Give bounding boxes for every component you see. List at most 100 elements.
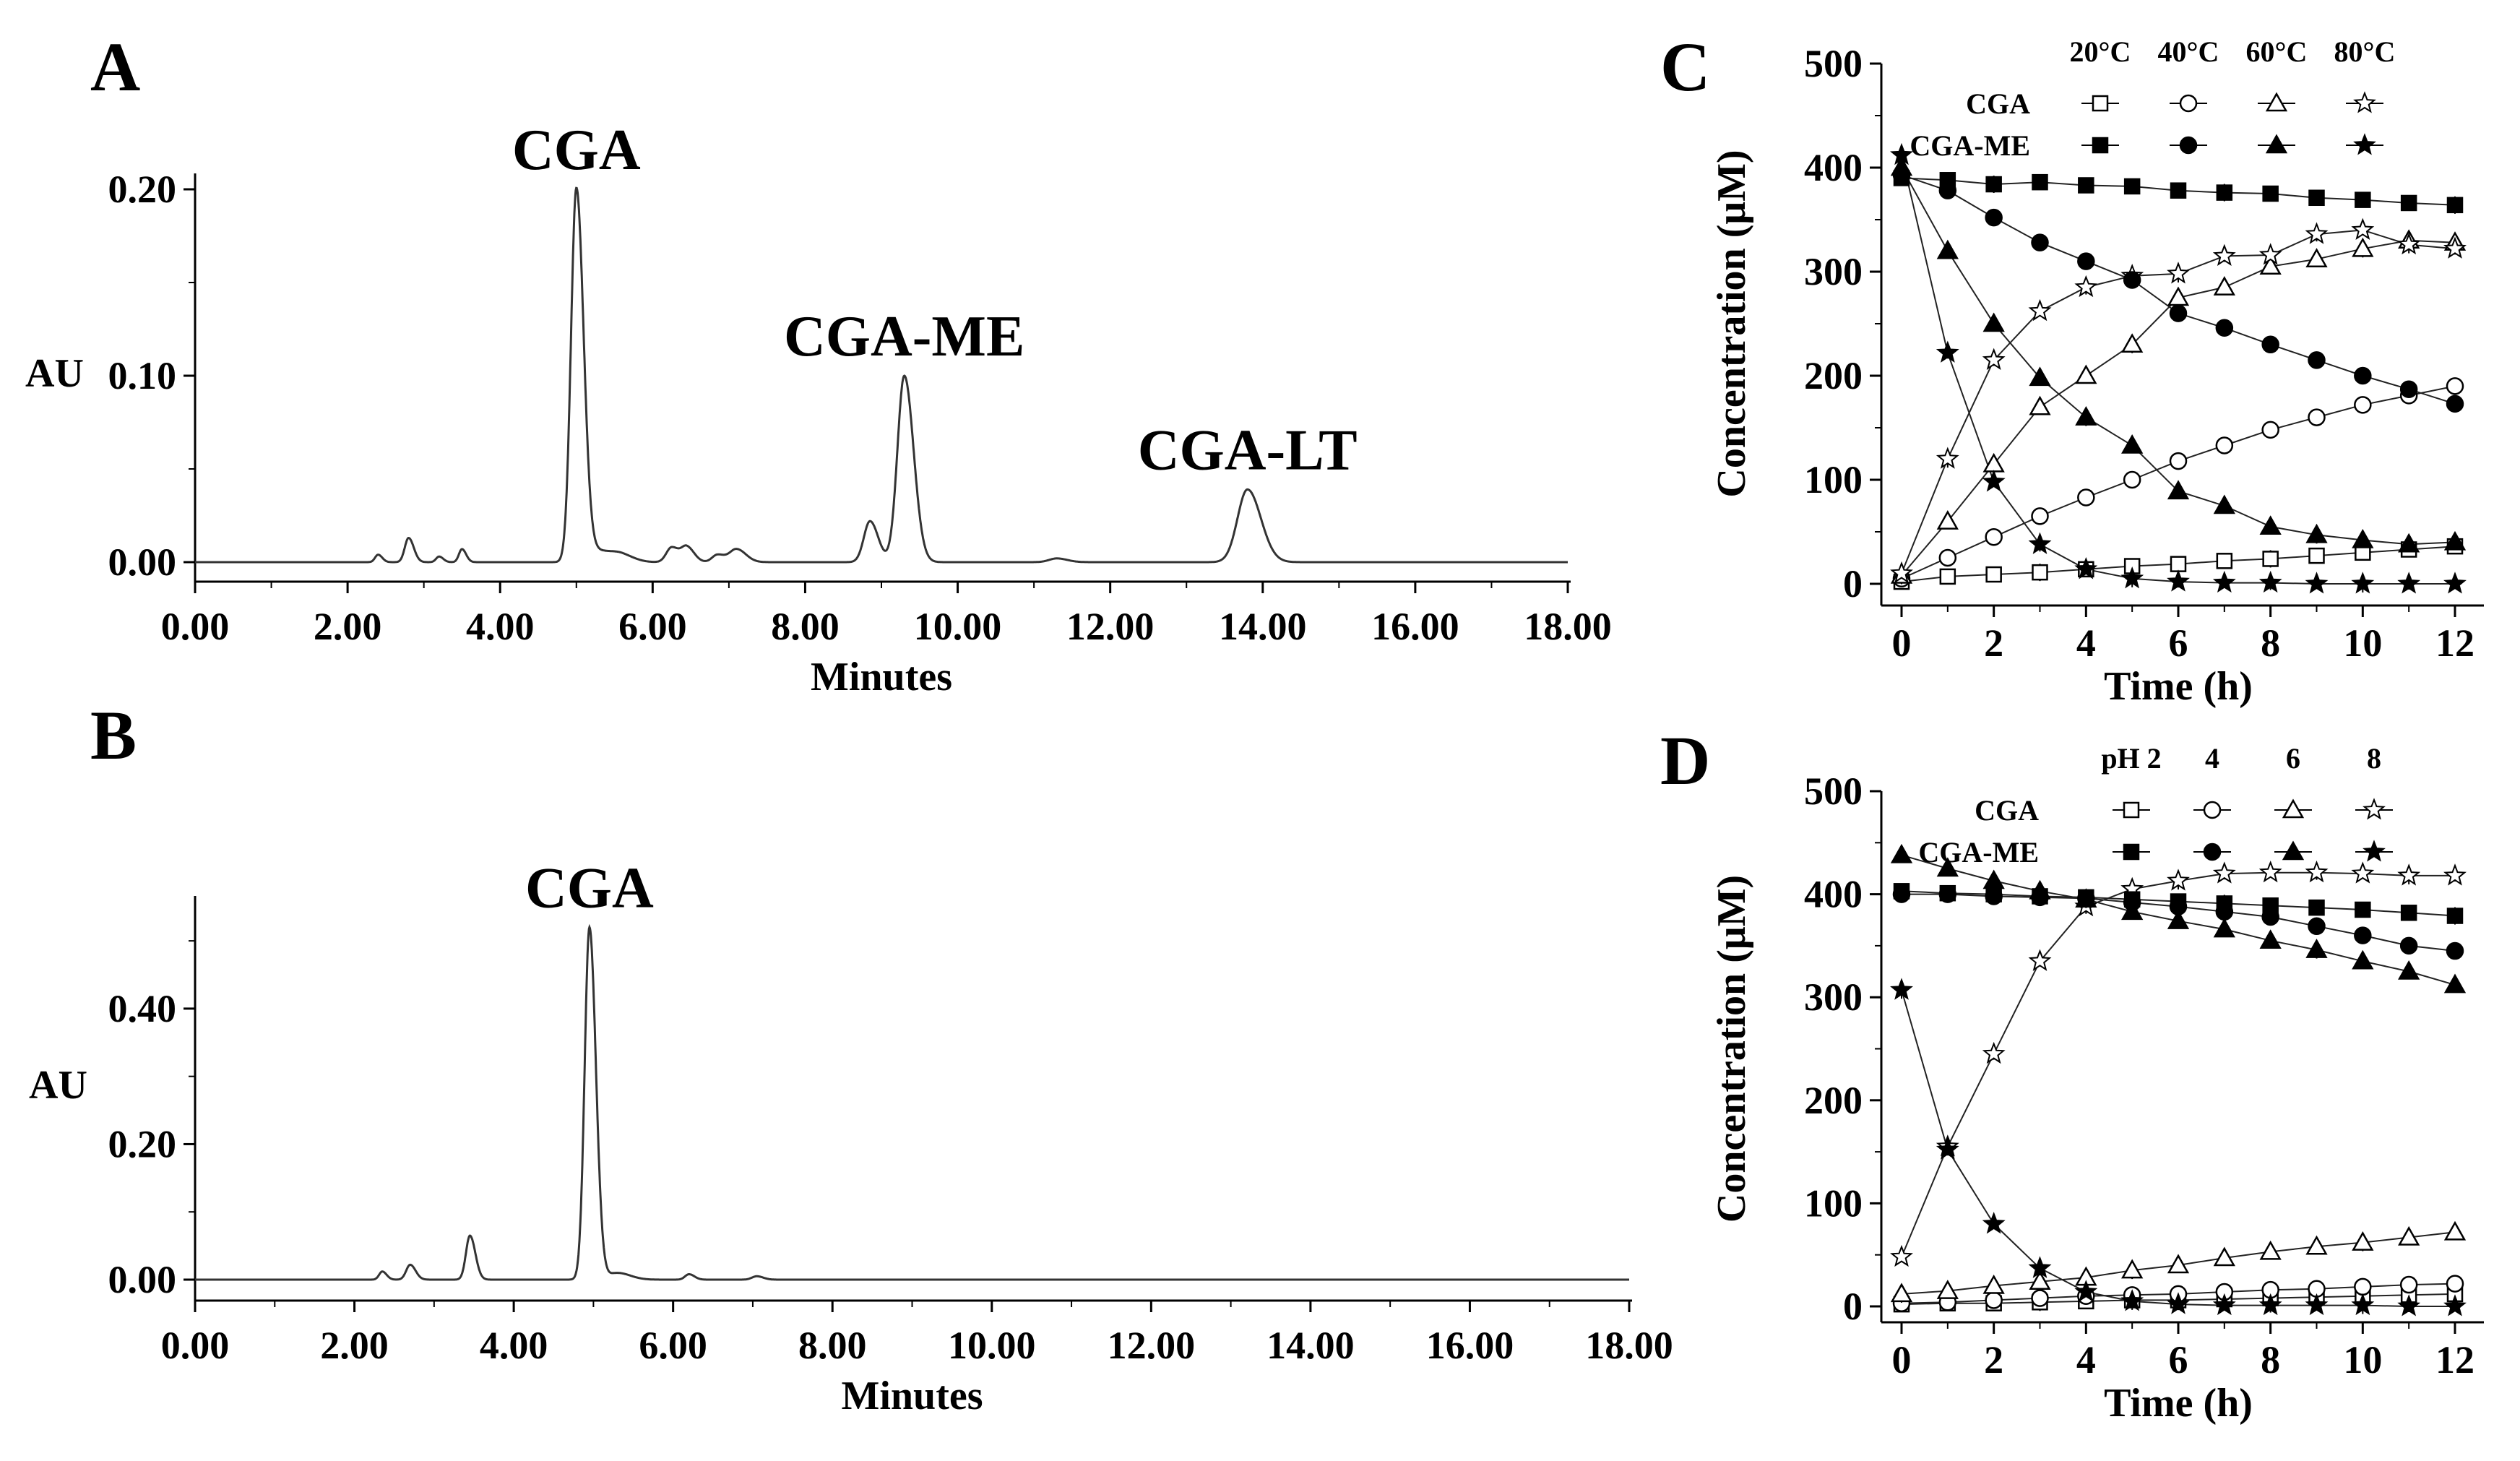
data-point [2443, 973, 2467, 994]
data-point [1982, 869, 2005, 889]
data-point [2305, 248, 2328, 267]
legend-header: 80°C [2334, 35, 2396, 68]
y-tick-label: 200 [1804, 354, 1863, 397]
data-point [2354, 396, 2372, 414]
data-point [2446, 395, 2464, 413]
x-tick-label: 6 [2169, 621, 2188, 665]
legend-marker [2282, 798, 2305, 819]
data-point [2075, 406, 2097, 426]
data-point [2074, 1280, 2098, 1302]
data-point [2028, 298, 2052, 322]
data-point [1892, 885, 1911, 903]
data-point [2121, 434, 2144, 454]
x-tick-label: 8.00 [771, 605, 840, 648]
peak-label: CGA-LT [1138, 418, 1358, 482]
data-point [2308, 899, 2325, 916]
data-point [2215, 902, 2234, 921]
x-tick-label: 4.00 [466, 605, 535, 648]
x-tick-label: 18.00 [1524, 605, 1612, 648]
data-point [2213, 276, 2235, 296]
data-point [2446, 197, 2464, 214]
y-axis-title: Concentration (μM) [1709, 875, 1754, 1223]
data-point [2167, 910, 2190, 929]
x-tick-label: 10 [2343, 1338, 2382, 1382]
data-point [2305, 222, 2329, 244]
legend-header: 8 [2367, 742, 2381, 775]
data-point [2123, 178, 2141, 195]
data-point [2305, 1293, 2329, 1316]
x-axis-title: Time (h) [2104, 664, 2253, 709]
data-point [2259, 929, 2282, 949]
data-point [2397, 572, 2421, 594]
y-tick-label: 0.10 [108, 354, 177, 397]
x-tick-label: 10 [2343, 621, 2382, 665]
x-tick-label: 12 [2435, 1338, 2474, 1382]
data-point [2212, 1293, 2236, 1316]
data-point [2213, 918, 2235, 938]
y-tick-label: 0 [1843, 562, 1863, 605]
legend-header: 20°C [2070, 35, 2131, 68]
panel-letter-a: A [90, 28, 140, 105]
data-point [2121, 900, 2144, 921]
legend-marker [2123, 843, 2140, 861]
data-point [1936, 857, 1959, 877]
legend-marker [2265, 134, 2288, 154]
data-point [1985, 176, 2002, 193]
y-tick-label: 100 [1804, 1181, 1863, 1225]
data-point [2258, 570, 2282, 593]
chromatogram-trace [195, 923, 1629, 1281]
x-tick-label: 6.00 [639, 1324, 707, 1367]
y-tick-label: 0.40 [108, 987, 177, 1030]
data-point [2167, 262, 2190, 284]
data-point [1890, 978, 1913, 1000]
data-point [2446, 941, 2464, 960]
data-point [2352, 949, 2374, 970]
data-point [1939, 568, 1956, 585]
x-tick-label: 6 [2169, 1338, 2188, 1382]
legend-marker [2353, 91, 2376, 113]
data-point [2398, 1225, 2420, 1246]
chromatogram-a: 0.00 2.00 4.00 6.00 8.00 10.00 12.00 14.00 16.00… [25, 118, 1612, 699]
y-tick-label: 300 [1804, 250, 1863, 293]
data-point [2123, 271, 2141, 289]
data-point [1936, 1280, 1959, 1299]
legend-row-label: CGA-ME [1918, 836, 2039, 869]
data-point [2120, 566, 2144, 589]
data-point [2400, 905, 2417, 921]
data-point [2258, 860, 2282, 883]
data-point [2305, 523, 2328, 543]
data-point [1938, 181, 1957, 199]
legend-marker [2362, 798, 2386, 820]
data-point [1982, 1274, 2005, 1294]
data-point [2398, 533, 2420, 553]
data-point [2212, 244, 2236, 266]
data-point [2305, 860, 2329, 883]
legend-marker [2203, 801, 2222, 819]
data-point [2261, 421, 2279, 439]
data-point [2443, 236, 2467, 259]
data-point [1890, 843, 1913, 863]
legend-marker [2092, 137, 2109, 154]
data-point [1936, 340, 1959, 363]
data-point [2259, 255, 2282, 275]
data-point [2308, 351, 2326, 369]
data-point [2352, 1231, 2374, 1251]
data-point [2121, 1259, 2144, 1279]
legend-marker [2092, 95, 2109, 112]
data-point [2074, 275, 2098, 298]
x-tick-label: 2 [1984, 621, 2003, 665]
data-point [2397, 232, 2421, 255]
legend-header: 60°C [2246, 35, 2308, 68]
data-point [2308, 189, 2325, 207]
data-point [2354, 1277, 2372, 1296]
data-point [2443, 530, 2467, 551]
data-point [2259, 515, 2282, 535]
y-tick-label: 0.20 [108, 168, 177, 211]
data-point [1982, 470, 2006, 492]
x-tick-label: 10.00 [914, 605, 1002, 648]
data-point [2167, 1254, 2190, 1274]
data-point [2399, 1275, 2418, 1294]
peak-label: CGA-ME [784, 305, 1024, 369]
x-tick-label: 16.00 [1426, 1324, 1514, 1367]
legend-marker [2123, 801, 2140, 819]
